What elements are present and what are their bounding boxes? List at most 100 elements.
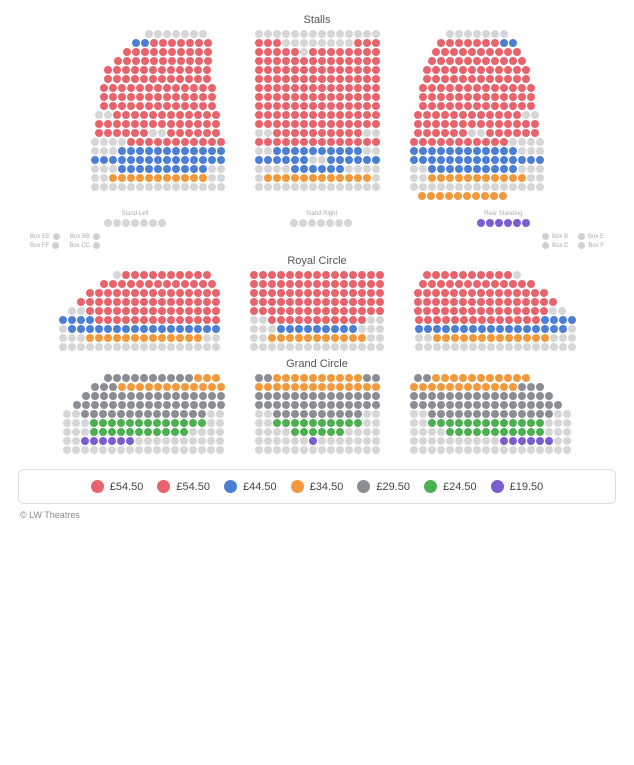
seat[interactable] [545,437,553,445]
seat[interactable] [185,307,193,315]
seat[interactable] [363,84,371,92]
seat[interactable] [86,334,94,342]
seat[interactable] [291,66,299,74]
seat[interactable] [446,165,454,173]
seat[interactable] [309,174,317,182]
seat[interactable] [473,102,481,110]
seat[interactable] [354,147,362,155]
seat[interactable] [509,383,517,391]
seat[interactable] [446,57,454,65]
seat[interactable] [536,383,544,391]
seat[interactable] [154,280,162,288]
seat[interactable] [131,334,139,342]
seat[interactable] [255,75,263,83]
seat[interactable] [363,66,371,74]
seat[interactable] [527,428,535,436]
seat[interactable] [291,174,299,182]
seat[interactable] [482,401,490,409]
seat[interactable] [145,280,153,288]
seat[interactable] [518,428,526,436]
seat[interactable] [104,66,112,74]
seat[interactable] [268,298,276,306]
seat[interactable] [432,374,440,382]
seat[interactable] [250,271,258,279]
seat[interactable] [527,437,535,445]
seat[interactable] [469,325,477,333]
seat[interactable] [327,401,335,409]
seat[interactable] [255,39,263,47]
seat[interactable] [291,138,299,146]
seat[interactable] [77,298,85,306]
seat[interactable] [345,75,353,83]
seat[interactable] [162,419,170,427]
seat[interactable] [372,66,380,74]
seat[interactable] [482,410,490,418]
seat[interactable] [437,410,445,418]
seat[interactable] [428,383,436,391]
seat[interactable] [172,156,180,164]
seat[interactable] [550,325,558,333]
seat[interactable] [527,156,535,164]
seat[interactable] [358,307,366,315]
seat[interactable] [442,325,450,333]
seat[interactable] [477,298,485,306]
seat[interactable] [482,280,490,288]
seat[interactable] [91,392,99,400]
seat[interactable] [451,334,459,342]
seat[interactable] [199,84,207,92]
seat[interactable] [445,192,453,200]
seat[interactable] [309,120,317,128]
seat[interactable] [167,66,175,74]
seat[interactable] [190,383,198,391]
seat[interactable] [189,419,197,427]
seat[interactable] [464,165,472,173]
seat[interactable] [437,165,445,173]
seat[interactable] [451,316,459,324]
seat[interactable] [464,401,472,409]
seat[interactable] [145,102,153,110]
seat[interactable] [410,147,418,155]
seat[interactable] [482,428,490,436]
seat[interactable] [203,129,211,137]
seat[interactable] [450,48,458,56]
seat[interactable] [414,374,422,382]
seat[interactable] [327,174,335,182]
box-item[interactable]: Box F [578,242,604,249]
seat[interactable] [122,289,130,297]
seat[interactable] [336,120,344,128]
seat[interactable] [163,401,171,409]
seat[interactable] [455,39,463,47]
seat[interactable] [459,307,467,315]
seat[interactable] [509,102,517,110]
seat[interactable] [313,325,321,333]
seat[interactable] [450,75,458,83]
seat[interactable] [509,57,517,65]
seat[interactable] [168,48,176,56]
seat[interactable] [212,325,220,333]
seat[interactable] [118,84,126,92]
seat[interactable] [122,307,130,315]
seat[interactable] [286,271,294,279]
seat[interactable] [118,383,126,391]
seat[interactable] [486,48,494,56]
seat[interactable] [336,401,344,409]
seat[interactable] [136,102,144,110]
standing-seat[interactable] [486,219,494,227]
box-item[interactable]: Box EE [30,233,60,240]
seat[interactable] [185,66,193,74]
seat[interactable] [500,147,508,155]
seat[interactable] [141,57,149,65]
seat[interactable] [468,75,476,83]
seat[interactable] [340,307,348,315]
seat[interactable] [318,374,326,382]
seat[interactable] [363,75,371,83]
seat[interactable] [109,174,117,182]
seat[interactable] [345,383,353,391]
seat[interactable] [473,280,481,288]
seat[interactable] [264,57,272,65]
seat[interactable] [331,271,339,279]
seat[interactable] [167,289,175,297]
seat[interactable] [509,410,517,418]
seat[interactable] [363,102,371,110]
seat[interactable] [358,289,366,297]
